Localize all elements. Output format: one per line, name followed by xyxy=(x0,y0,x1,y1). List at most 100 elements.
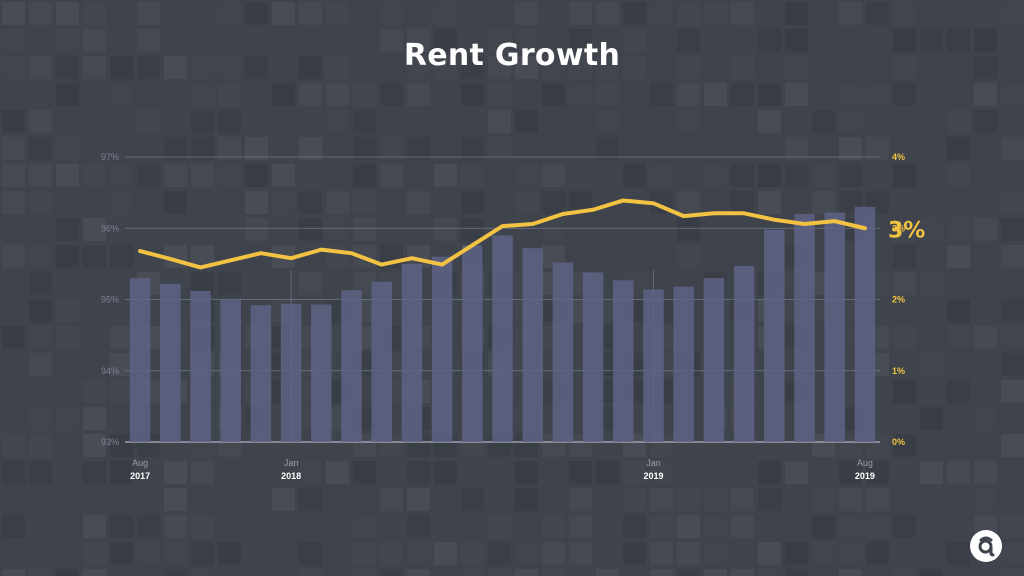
background-tile xyxy=(866,542,889,565)
background-tile xyxy=(542,218,565,241)
background-tile xyxy=(839,461,862,484)
background-tile xyxy=(758,164,781,187)
background-tile xyxy=(272,83,295,106)
background-tile xyxy=(731,569,754,576)
x-axis-month-label: Jan xyxy=(284,458,299,468)
background-tile xyxy=(947,461,970,484)
background-tile xyxy=(785,542,808,565)
background-tile xyxy=(164,56,187,79)
bar xyxy=(311,304,332,442)
background-tile xyxy=(29,164,52,187)
background-tile xyxy=(569,542,592,565)
background-tile xyxy=(1001,569,1024,576)
background-tile xyxy=(2,245,25,268)
background-tile xyxy=(488,110,511,133)
bar xyxy=(129,278,151,442)
background-tile xyxy=(623,461,646,484)
background-tile xyxy=(704,515,727,538)
background-tile xyxy=(218,110,241,133)
background-tile xyxy=(704,164,727,187)
background-tile xyxy=(461,542,484,565)
background-tile xyxy=(245,56,268,79)
background-tile xyxy=(569,488,592,511)
background-tile xyxy=(83,56,106,79)
background-tile xyxy=(461,569,484,576)
background-tile xyxy=(758,29,781,52)
background-tile xyxy=(272,2,295,25)
background-tile xyxy=(110,461,133,484)
background-tile xyxy=(650,542,673,565)
right-axis-tick-label: 4% xyxy=(892,152,905,162)
background-tile xyxy=(677,191,700,214)
background-tile xyxy=(380,29,403,52)
x-axis-year-label: 2019 xyxy=(855,471,875,481)
background-tile xyxy=(83,515,106,538)
background-tile xyxy=(434,218,457,241)
background-tile xyxy=(29,110,52,133)
background-tile xyxy=(353,542,376,565)
background-tile xyxy=(461,191,484,214)
background-tile xyxy=(272,488,295,511)
background-tile xyxy=(1001,299,1024,322)
background-tile xyxy=(110,353,133,376)
background-tile xyxy=(56,299,79,322)
background-tile xyxy=(29,56,52,79)
background-tile xyxy=(893,245,916,268)
background-tile xyxy=(650,488,673,511)
background-tile xyxy=(785,29,808,52)
background-tile xyxy=(839,2,862,25)
background-tile xyxy=(947,29,970,52)
background-tile xyxy=(542,56,565,79)
background-tile xyxy=(731,56,754,79)
background-tile xyxy=(650,515,673,538)
background-tile xyxy=(353,461,376,484)
bar xyxy=(280,303,302,442)
background-tile xyxy=(353,191,376,214)
bar xyxy=(522,248,543,442)
background-tile xyxy=(947,326,970,349)
background-tile xyxy=(758,569,781,576)
background-tile xyxy=(434,29,457,52)
bar xyxy=(733,266,755,442)
background-tile xyxy=(29,434,52,457)
background-tile xyxy=(191,56,214,79)
background-tile xyxy=(110,164,133,187)
background-tile xyxy=(866,83,889,106)
left-axis-tick-label: 95% xyxy=(101,295,119,305)
background-tile xyxy=(326,56,349,79)
background-tile xyxy=(191,83,214,106)
x-axis-year-label: 2017 xyxy=(130,471,150,481)
background-tile xyxy=(974,326,997,349)
background-tile xyxy=(866,488,889,511)
background-tile xyxy=(812,542,835,565)
background-tile xyxy=(380,488,403,511)
background-tile xyxy=(299,56,322,79)
background-tile xyxy=(461,164,484,187)
background-tile xyxy=(704,2,727,25)
background-tile xyxy=(893,272,916,295)
background-tile xyxy=(677,515,700,538)
background-tile xyxy=(488,83,511,106)
background-tile xyxy=(542,515,565,538)
background-tile xyxy=(812,164,835,187)
background-tile xyxy=(1001,218,1024,241)
background-tile xyxy=(83,434,106,457)
background-tile xyxy=(299,569,322,576)
left-axis-tick-label: 94% xyxy=(101,366,119,376)
bar xyxy=(431,256,453,442)
background-tile xyxy=(542,569,565,576)
background-tile xyxy=(596,569,619,576)
background-tile xyxy=(326,461,349,484)
background-tile xyxy=(515,488,538,511)
background-tile xyxy=(866,2,889,25)
background-tile xyxy=(299,461,322,484)
background-tile xyxy=(380,542,403,565)
background-tile xyxy=(407,137,430,160)
background-tile xyxy=(731,164,754,187)
background-tile xyxy=(974,488,997,511)
right-axis-tick-label: 0% xyxy=(892,437,905,447)
bar xyxy=(794,214,815,442)
background-tile xyxy=(704,83,727,106)
background-tile xyxy=(2,434,25,457)
background-tile xyxy=(299,488,322,511)
